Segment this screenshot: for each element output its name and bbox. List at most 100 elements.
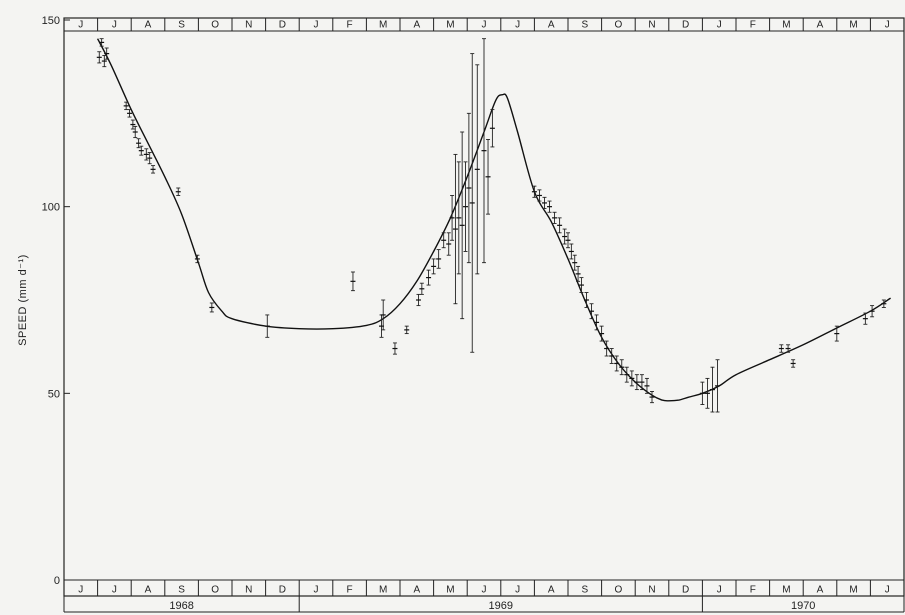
bottom-month-label: N [245, 585, 252, 596]
data-point [419, 282, 425, 295]
data-point [143, 148, 149, 161]
data-point [264, 314, 270, 338]
year-label: 1969 [489, 600, 513, 612]
data-point [594, 314, 600, 331]
bottom-month-label: D [279, 585, 286, 596]
year-strip: 1968 1969 1970 [169, 596, 815, 612]
top-month-label: M [379, 20, 387, 31]
top-month-label: S [178, 20, 185, 31]
data-point [704, 377, 710, 409]
data-point [469, 53, 475, 353]
bottom-month-label: J [717, 585, 722, 596]
data-point [101, 55, 107, 68]
data-point [709, 366, 715, 413]
top-month-label: M [782, 20, 790, 31]
y-axis-title: SPEED (mm d⁻¹) [17, 254, 29, 346]
data-point [104, 47, 110, 60]
data-point [99, 38, 105, 47]
data-point [552, 211, 558, 224]
data-point [834, 325, 840, 342]
bottom-month-label: O [211, 585, 219, 596]
data-point [138, 145, 144, 156]
year-label: 1970 [791, 600, 815, 612]
top-month-label: J [78, 20, 83, 31]
top-month-label: A [548, 20, 555, 31]
data-point [441, 232, 447, 249]
top-month-label: F [750, 20, 756, 31]
top-month-label: J [112, 20, 117, 31]
data-point [634, 374, 640, 391]
bottom-month-label: A [817, 585, 824, 596]
data-point [715, 359, 721, 413]
data-point [624, 366, 630, 383]
data-point [699, 381, 705, 405]
data-point [565, 232, 571, 249]
data-point [568, 243, 574, 260]
data-point [466, 112, 472, 264]
bottom-month-label: J [314, 585, 319, 596]
data-point [456, 161, 462, 275]
data-point [531, 185, 537, 198]
data-point [209, 302, 215, 313]
bottom-month-label: M [446, 585, 454, 596]
bottom-month-label: A [145, 585, 152, 596]
data-point [629, 370, 635, 387]
top-month-label: M [849, 20, 857, 31]
data-point [431, 258, 437, 275]
data-point [150, 165, 156, 174]
y-axis: 0 50 100 150 [42, 15, 70, 587]
data-point [639, 374, 645, 391]
data-point [790, 359, 796, 368]
bottom-month-label: J [78, 585, 83, 596]
bottom-month-label: J [112, 585, 117, 596]
data-point [578, 277, 584, 293]
data-point [147, 152, 153, 165]
top-month-label: O [211, 20, 219, 31]
data-point [415, 293, 421, 307]
bottom-month-label: J [482, 585, 487, 596]
data-point [446, 232, 452, 256]
bottom-month-label: M [379, 585, 387, 596]
bottom-month-label: O [615, 585, 623, 596]
data-point [547, 200, 553, 213]
top-month-label: S [581, 20, 588, 31]
data-point [644, 377, 650, 394]
data-point [536, 189, 542, 202]
bottom-month-label: M [849, 585, 857, 596]
bottom-month-label: S [581, 585, 588, 596]
data-point [123, 101, 129, 111]
data-point [130, 119, 136, 130]
data-point [557, 217, 563, 234]
data-point [619, 359, 625, 376]
bottom-month-label: A [548, 585, 555, 596]
data-point [474, 64, 480, 275]
data-point [194, 254, 200, 264]
top-month-label: A [145, 20, 152, 31]
y-tick-label: 150 [42, 15, 60, 27]
data-point [350, 271, 356, 292]
y-tick-label: 50 [48, 388, 60, 400]
top-month-label: N [648, 20, 655, 31]
data-point [436, 249, 442, 269]
data-point [572, 254, 578, 271]
data-point [604, 340, 610, 357]
data-point [96, 51, 102, 64]
top-month-label: J [885, 20, 890, 31]
data-point [785, 344, 791, 353]
year-label: 1968 [169, 600, 193, 612]
bottom-month-label: J [885, 585, 890, 596]
data-point [562, 228, 568, 245]
top-month-label: J [482, 20, 487, 31]
data-point [589, 303, 595, 320]
fitted-speed-curve [96, 38, 891, 402]
bottom-month-label: D [682, 585, 689, 596]
data-point [463, 161, 469, 252]
data-point [575, 265, 581, 282]
data-point [489, 109, 495, 148]
bottom-month-label: S [178, 585, 185, 596]
top-month-label: O [615, 20, 623, 31]
data-point [426, 269, 432, 286]
bottom-month-label: F [347, 585, 353, 596]
data-point [778, 344, 784, 353]
